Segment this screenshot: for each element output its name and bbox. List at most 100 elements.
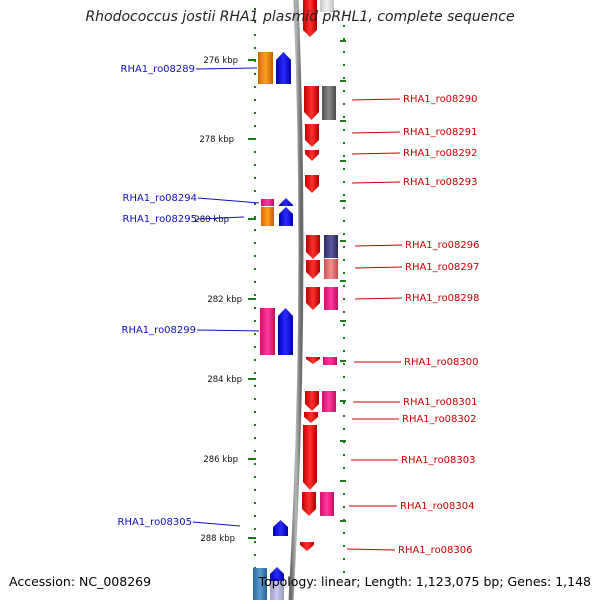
guide-dot (254, 359, 256, 361)
gene-labels: RHA1_ro08289 RHA1_ro08294 RHA1_ro08295 RHA1… (118, 64, 480, 556)
guide-dot (254, 73, 256, 75)
gene-label-right[interactable]: RHA1_ro08290 (403, 94, 478, 105)
guide-dot (254, 502, 256, 504)
gene-block-magenta (260, 308, 275, 355)
right-genes (300, 86, 338, 551)
guide-dot (343, 545, 345, 547)
gene-arrow-blue (278, 308, 293, 355)
gene-label-right[interactable]: RHA1_ro08304 (400, 501, 475, 512)
ruler-tick-mark (248, 458, 256, 460)
guide-dot (254, 294, 256, 296)
guide-dot (343, 129, 345, 131)
guide-dash (340, 400, 346, 402)
gene-arrow-red (303, 0, 317, 37)
guide-dot (254, 333, 256, 335)
guide-dot (343, 207, 345, 209)
gene-arrow-red (305, 150, 319, 161)
guide-dash (340, 200, 346, 202)
guide-dot (343, 64, 345, 66)
gene-label-left[interactable]: RHA1_ro08295 (123, 214, 198, 225)
guide-dot (343, 90, 345, 92)
gene-label-left[interactable]: RHA1_ro08305 (118, 517, 193, 528)
gene-label-right[interactable]: RHA1_ro08291 (403, 127, 478, 138)
guide-dot (343, 389, 345, 391)
map-title: Rhodococcus jostii RHA1 plasmid pRHL1, c… (85, 9, 515, 25)
gene-block-magenta (322, 391, 336, 412)
guide-dot (254, 216, 256, 218)
guide-dot (343, 506, 345, 508)
leader-line (354, 266, 403, 269)
guide-dot (254, 255, 256, 257)
sequence-summary: Topology: linear; Length: 1,123,075 bp; … (258, 574, 591, 589)
ruler-tick-label: 286 kbp (203, 455, 238, 465)
gene-block-magenta (324, 287, 338, 310)
gene-label-right[interactable]: RHA1_ro08292 (403, 148, 478, 159)
guide-dot (254, 242, 256, 244)
gene-label-right[interactable]: RHA1_ro08298 (405, 293, 480, 304)
accession-text: Accession: NC_008269 (9, 574, 152, 589)
gene-block-magenta (323, 357, 337, 365)
ruler-tick-label: 280 kbp (194, 215, 229, 225)
ruler-tick-label: 282 kbp (207, 295, 242, 305)
guide-dot (343, 246, 345, 248)
gene-label-right[interactable]: RHA1_ro08297 (405, 262, 480, 273)
leader-line (351, 181, 401, 184)
gene-label-left[interactable]: RHA1_ro08294 (123, 193, 198, 204)
guide-dash (340, 240, 346, 242)
guide-dot (343, 402, 345, 404)
leader-line (354, 244, 403, 247)
leader-line (196, 329, 260, 332)
guide-dot (343, 51, 345, 53)
guide-dot (254, 99, 256, 101)
guide-dot (254, 164, 256, 166)
gene-arrow-red (306, 287, 320, 310)
gene-label-right[interactable]: RHA1_ro08303 (401, 455, 476, 466)
gene-block-grey (322, 86, 336, 120)
gene-label-right[interactable]: RHA1_ro08306 (398, 545, 473, 556)
guide-dot (254, 281, 256, 283)
guide-dot (343, 532, 345, 534)
guide-dot (343, 558, 345, 560)
guide-dot (343, 25, 345, 27)
guide-dash (340, 440, 346, 442)
ruler-tick-label: 284 kbp (207, 375, 242, 385)
gene-label-left[interactable]: RHA1_ro08299 (122, 325, 197, 336)
gene-arrow-red (300, 542, 314, 551)
gene-block-orange (261, 207, 274, 226)
gene-arrow-red (306, 235, 320, 259)
gene-label-right[interactable]: RHA1_ro08296 (405, 240, 480, 251)
guide-dot (254, 398, 256, 400)
ruler-tick-mark (248, 59, 256, 61)
gene-arrow-red (302, 492, 316, 516)
guide-dot (343, 493, 345, 495)
gene-arrow-blue (276, 52, 291, 84)
gene-label-right[interactable]: RHA1_ro08293 (403, 177, 478, 188)
guide-dot (254, 346, 256, 348)
guide-dot (254, 476, 256, 478)
ruler-tick-label: 276 kbp (203, 56, 238, 66)
ruler-tick-mark (248, 138, 256, 140)
gene-block-magenta (320, 492, 334, 516)
guide-dash (340, 160, 346, 162)
guide-dot (254, 112, 256, 114)
gene-arrow-red (304, 86, 319, 120)
gene-arrow-red (305, 124, 319, 147)
gene-label-right[interactable]: RHA1_ro08302 (402, 414, 477, 425)
guide-dot (343, 324, 345, 326)
gene-block-steel (253, 568, 267, 600)
guide-dot (254, 125, 256, 127)
gene-label-right[interactable]: RHA1_ro08300 (404, 357, 479, 368)
gene-label-left[interactable]: RHA1_ro08289 (121, 64, 196, 75)
guide-dot (343, 454, 345, 456)
guide-dot (343, 116, 345, 118)
guide-dot (254, 190, 256, 192)
guide-dot (254, 489, 256, 491)
gene-label-right[interactable]: RHA1_ro08301 (403, 397, 478, 408)
guide-dot (343, 337, 345, 339)
guide-dot (254, 203, 256, 205)
gene-arrow-blue (273, 520, 288, 536)
ruler-tick-mark (248, 378, 256, 380)
guide-dot (254, 320, 256, 322)
guide-dash (340, 40, 346, 42)
